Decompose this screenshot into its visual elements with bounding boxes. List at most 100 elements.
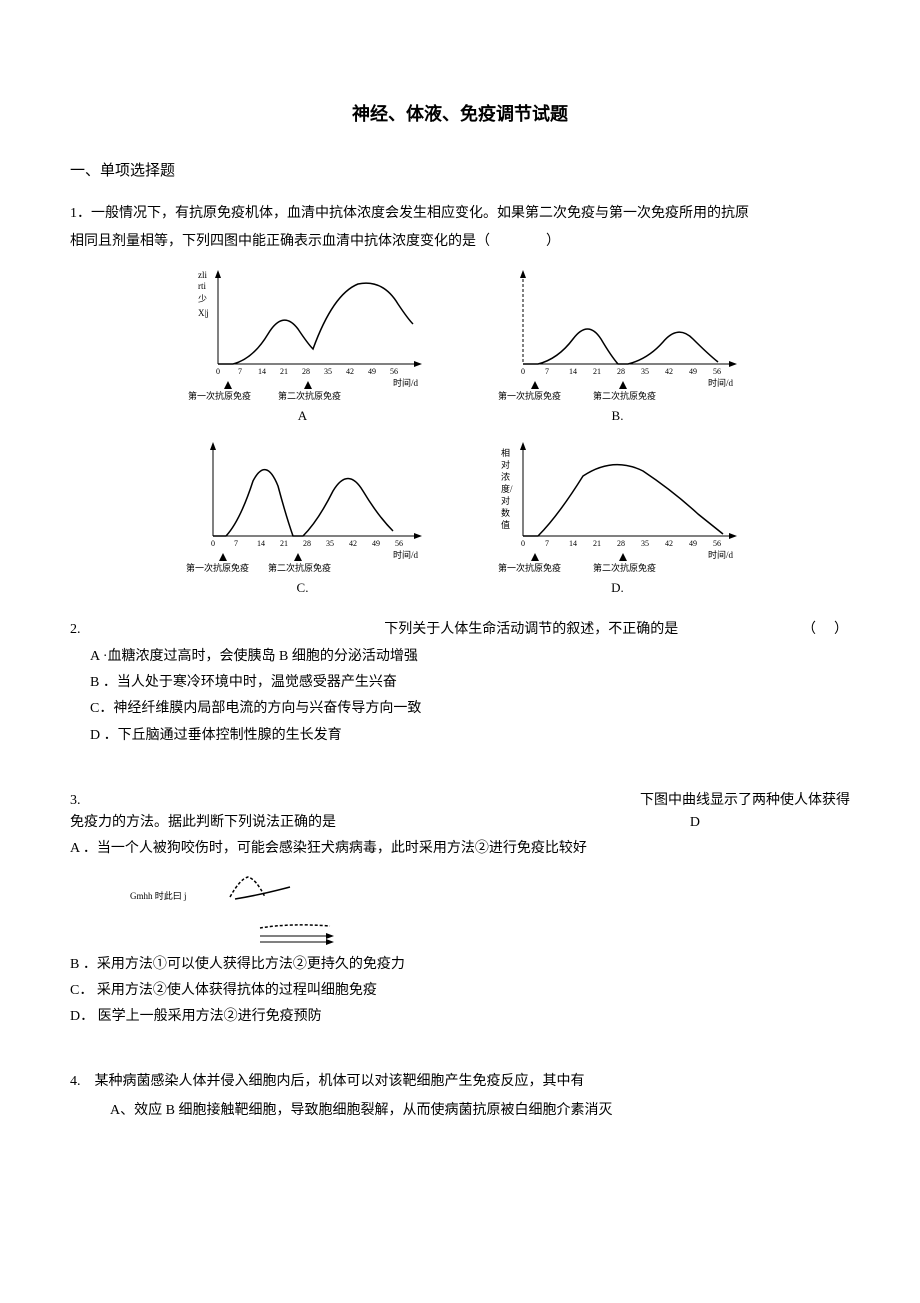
svg-text:35: 35 [324,367,332,376]
q2-option-d: D ．下丘脑通过垂体控制性腺的生长发育 [70,725,850,747]
svg-text:0: 0 [211,539,215,548]
question-4: 4. 某种病菌感染人体并侵入细胞内后，机体可以对该靶细胞产生免疫反应，其中有 A… [70,1071,850,1122]
svg-text:对: 对 [501,495,510,506]
q1-chart-a-label: A [298,406,307,427]
q4-text: 某种病菌感染人体并侵入细胞内后，机体可以对该靶细胞产生免疫反应，其中有 [95,1074,585,1089]
svg-text:49: 49 [372,539,380,548]
q3-stem-row1: 3. 下图中曲线显示了两种使人体获得 [70,790,850,812]
question-1: 1．一般情况下，有抗原免疫机体，血清中抗体浓度会发生相应变化。如果第二次免疫与第… [70,203,850,599]
q1-chart-d-label: D. [611,578,624,599]
q3-diagram-label: Gmhh 时此曰 j [130,890,187,901]
q1-chart-a: zli rti 少 X|j 0 7 14 21 28 35 42 49 56 时… [160,264,445,427]
q3-stem-line2: 免疫力的方法。据此判断下列说法正确的是 [70,812,336,834]
svg-text:49: 49 [689,539,697,548]
svg-text:相: 相 [501,447,510,458]
q3-stem-row2: 免疫力的方法。据此判断下列说法正确的是 D [70,812,850,834]
q3-option-d: D． 医学上一般采用方法②进行免疫预防 [70,1006,850,1028]
q2-option-c: C．神经纤维膜内局部电流的方向与兴奋传导方向一致 [70,698,850,720]
q3-num: 3. [70,790,81,812]
svg-text:56: 56 [395,539,403,548]
svg-text:第二次抗原免疫: 第二次抗原免疫 [593,390,656,401]
svg-text:56: 56 [713,367,721,376]
question-2: 2. 下列关于人体生命活动调节的叙述，不正确的是 （ ） A ·血糖浓度过高时，… [70,619,850,747]
q1-chart-b: 0 7 14 21 28 35 42 49 56 时间/d 第一次抗原免疫 第二… [475,264,760,427]
svg-text:28: 28 [303,539,311,548]
svg-text:56: 56 [713,539,721,548]
section-header: 一、单项选择题 [70,159,850,183]
q3-answer-mark: D [690,812,850,834]
svg-text:第二次抗原免疫: 第二次抗原免疫 [268,562,331,573]
question-3: 3. 下图中曲线显示了两种使人体获得 免疫力的方法。据此判断下列说法正确的是 D… [70,790,850,1029]
svg-text:时间/d: 时间/d [393,377,419,388]
q2-option-b: B ．当人处于寒冷环境中时，温觉感受器产生兴奋 [70,672,850,694]
q4-option-a: A、效应 B 细胞接触靶细胞，导致胞细胞裂解，从而使病菌抗原被白细胞介素消灭 [70,1100,850,1122]
svg-text:14: 14 [569,367,577,376]
svg-text:时间/d: 时间/d [708,377,734,388]
svg-text:第一次抗原免疫: 第一次抗原免疫 [188,390,251,401]
svg-text:数: 数 [501,507,510,518]
q2-stem: 下列关于人体生命活动调节的叙述，不正确的是 [81,619,803,641]
svg-text:28: 28 [302,367,310,376]
svg-text:少: 少 [198,294,207,304]
q3-option-b: B ．采用方法①可以使人获得比方法②更持久的免疫力 [70,954,850,976]
svg-text:rti: rti [198,281,206,291]
svg-text:7: 7 [545,539,549,548]
svg-text:49: 49 [689,367,697,376]
svg-text:时间/d: 时间/d [393,549,419,560]
svg-text:第一次抗原免疫: 第一次抗原免疫 [186,562,249,573]
svg-text:度/: 度/ [501,483,513,494]
svg-text:0: 0 [521,539,525,548]
svg-text:第二次抗原免疫: 第二次抗原免疫 [593,562,656,573]
svg-text:14: 14 [258,367,266,376]
q3-option-c: C． 采用方法②使人体获得抗体的过程叫细胞免疫 [70,980,850,1002]
svg-text:对: 对 [501,459,510,470]
svg-text:值: 值 [501,519,510,530]
svg-text:21: 21 [593,367,601,376]
svg-text:35: 35 [326,539,334,548]
q3-diagram-1: Gmhh 时此曰 j [130,867,850,912]
svg-text:28: 28 [617,367,625,376]
svg-text:21: 21 [280,367,288,376]
q1-charts-grid: zli rti 少 X|j 0 7 14 21 28 35 42 49 56 时… [160,264,760,600]
q3-stem-right: 下图中曲线显示了两种使人体获得 [640,790,850,812]
svg-text:浓: 浓 [501,472,510,482]
q2-option-a: A ·血糖浓度过高时，会使胰岛 B 细胞的分泌活动增强 [70,646,850,668]
q2-num: 2. [70,619,81,641]
q4-stem: 4. 某种病菌感染人体并侵入细胞内后，机体可以对该靶细胞产生免疫反应，其中有 [70,1071,850,1093]
svg-text:49: 49 [368,367,376,376]
svg-text:42: 42 [665,367,673,376]
q1-chart-c-label: C. [297,578,309,599]
q1-text1: 一般情况下，有抗原免疫机体，血清中抗体浓度会发生相应变化。如果第二次免疫与第一次… [91,206,749,221]
svg-text:14: 14 [257,539,265,548]
q2-paren: （ ） [802,619,850,641]
svg-text:zli: zli [198,270,207,280]
svg-text:时间/d: 时间/d [708,549,734,560]
q3-diagram-2 [250,918,850,948]
q1-chart-c: 0 7 14 21 28 35 42 49 56 时间/d 第一次抗原免疫 第二… [160,436,445,599]
svg-text:0: 0 [216,367,220,376]
svg-text:42: 42 [349,539,357,548]
q1-stem-line2: 相同且剂量相等，下列四图中能正确表示血清中抗体浓度变化的是（ ） [70,231,850,253]
svg-text:第一次抗原免疫: 第一次抗原免疫 [498,390,561,401]
svg-text:X|j: X|j [198,308,209,318]
svg-text:0: 0 [521,367,525,376]
svg-text:7: 7 [238,367,242,376]
q4-num: 4. [70,1074,81,1089]
svg-text:21: 21 [593,539,601,548]
svg-text:7: 7 [234,539,238,548]
q2-stem-row: 2. 下列关于人体生命活动调节的叙述，不正确的是 （ ） [70,619,850,641]
svg-text:第一次抗原免疫: 第一次抗原免疫 [498,562,561,573]
svg-text:35: 35 [641,539,649,548]
svg-text:35: 35 [641,367,649,376]
q1-chart-b-label: B. [612,406,624,427]
svg-text:42: 42 [346,367,354,376]
svg-text:28: 28 [617,539,625,548]
q3-option-a: A ．当一个人被狗咬伤时，可能会感染狂犬病病毒，此时采用方法②进行免疫比较好 [70,838,850,860]
q1-num: 1． [70,206,91,221]
svg-text:42: 42 [665,539,673,548]
page-title: 神经、体液、免疫调节试题 [70,100,850,129]
q1-chart-d: 相 对 浓 度/ 对 数 值 0 7 14 21 28 35 42 49 56 [475,436,760,599]
svg-text:21: 21 [280,539,288,548]
svg-text:14: 14 [569,539,577,548]
svg-text:56: 56 [390,367,398,376]
